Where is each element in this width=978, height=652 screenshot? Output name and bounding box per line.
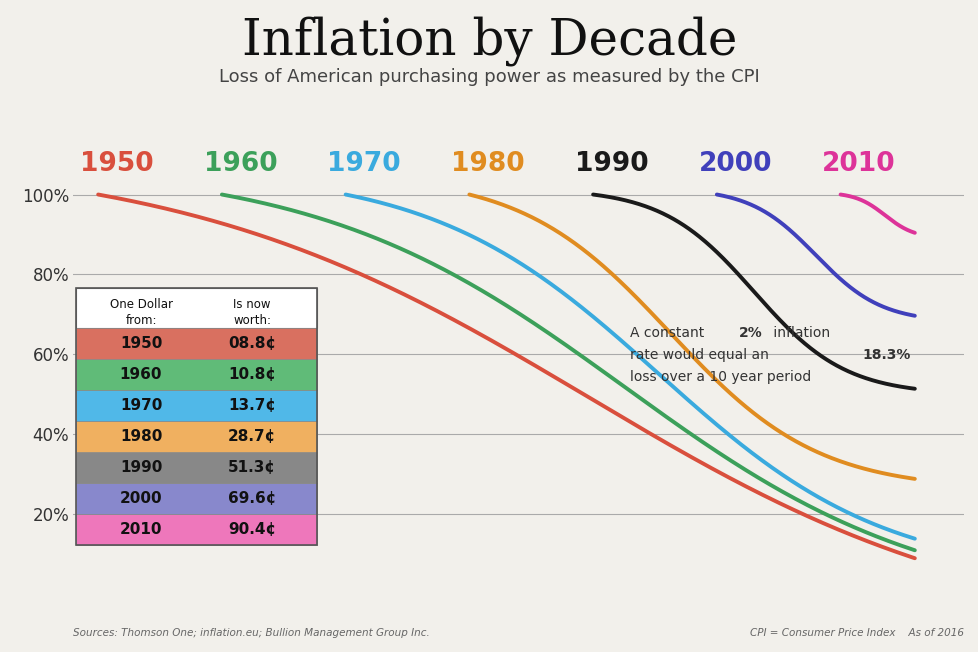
Text: Sources: Thomson One; inflation.eu; Bullion Management Group Inc.: Sources: Thomson One; inflation.eu; Bull… bbox=[73, 628, 429, 638]
Text: 10.8¢: 10.8¢ bbox=[228, 367, 276, 382]
Text: 1970: 1970 bbox=[327, 151, 401, 177]
Text: 1980: 1980 bbox=[119, 429, 162, 444]
Text: Loss of American purchasing power as measured by the CPI: Loss of American purchasing power as mea… bbox=[219, 68, 759, 87]
Text: 13.7¢: 13.7¢ bbox=[228, 398, 276, 413]
Bar bbox=[76, 328, 317, 359]
Text: 1980: 1980 bbox=[451, 151, 524, 177]
Text: 08.8¢: 08.8¢ bbox=[228, 336, 276, 351]
Text: 1990: 1990 bbox=[574, 151, 647, 177]
Text: 18.3%: 18.3% bbox=[862, 348, 911, 362]
Text: 1970: 1970 bbox=[119, 398, 162, 413]
Text: Inflation by Decade: Inflation by Decade bbox=[242, 16, 736, 67]
Text: rate would equal an: rate would equal an bbox=[630, 348, 773, 362]
Text: 2010: 2010 bbox=[119, 522, 162, 537]
Text: 1960: 1960 bbox=[119, 367, 162, 382]
Bar bbox=[76, 390, 317, 421]
Text: 90.4¢: 90.4¢ bbox=[228, 522, 276, 537]
Text: 2010: 2010 bbox=[822, 151, 895, 177]
Bar bbox=[76, 483, 317, 514]
Text: inflation: inflation bbox=[768, 326, 829, 340]
Bar bbox=[76, 514, 317, 546]
Bar bbox=[76, 452, 317, 483]
Text: 51.3¢: 51.3¢ bbox=[228, 460, 276, 475]
Text: CPI = Consumer Price Index    As of 2016: CPI = Consumer Price Index As of 2016 bbox=[749, 628, 963, 638]
Text: 1990: 1990 bbox=[119, 460, 162, 475]
Bar bbox=[76, 359, 317, 390]
Bar bbox=[76, 288, 317, 546]
Text: 28.7¢: 28.7¢ bbox=[228, 429, 276, 444]
Text: 2%: 2% bbox=[738, 326, 762, 340]
Text: 1960: 1960 bbox=[203, 151, 277, 177]
Text: One Dollar
from:: One Dollar from: bbox=[110, 298, 172, 327]
Text: loss over a 10 year period: loss over a 10 year period bbox=[630, 370, 811, 384]
Text: 2000: 2000 bbox=[698, 151, 772, 177]
Text: 1950: 1950 bbox=[80, 151, 154, 177]
Bar bbox=[76, 421, 317, 452]
Text: A constant: A constant bbox=[630, 326, 708, 340]
Bar bbox=[76, 288, 317, 328]
Text: 2000: 2000 bbox=[119, 492, 162, 507]
Text: 1950: 1950 bbox=[119, 336, 162, 351]
Text: 69.6¢: 69.6¢ bbox=[228, 492, 276, 507]
Text: Is now
worth:: Is now worth: bbox=[233, 298, 271, 327]
